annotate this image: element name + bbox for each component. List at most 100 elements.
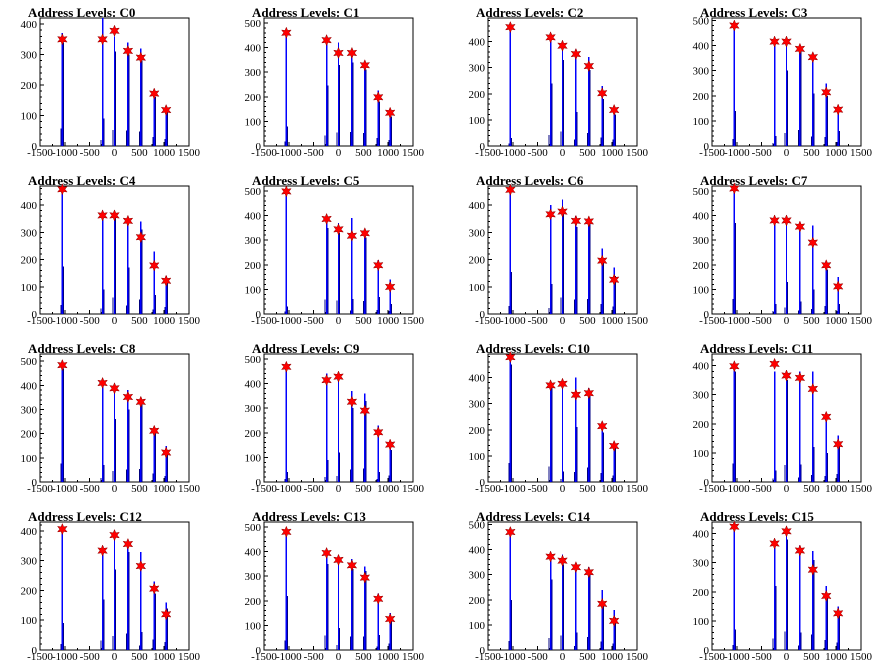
peak-marker	[505, 183, 516, 196]
chart-plot: 0 100 200 300 400 500 -1500 -1000 -500 0 500 1000 15…	[693, 182, 873, 327]
x-tick-label: 500	[579, 483, 596, 495]
y-tick-label: 300	[21, 556, 38, 568]
peak-marker	[794, 371, 806, 385]
peak-marker	[608, 614, 620, 628]
x-tick-label: -500	[80, 651, 101, 663]
peak-marker	[557, 554, 568, 567]
chart-plot: 0 100 200 300 400 -1500 -1000 -500 0 500 1000 1500	[469, 17, 649, 159]
y-tick-label: 400	[469, 200, 486, 212]
peak-marker	[148, 87, 160, 100]
x-tick-label: -1500	[699, 483, 725, 495]
x-tick-label: -1000	[724, 315, 750, 327]
x-tick-label: 500	[579, 147, 596, 159]
peak-marker	[57, 33, 68, 46]
y-tick-label: 400	[21, 19, 38, 31]
y-tick-label: 200	[21, 255, 38, 267]
chart-panel-8: Address Levels: C8 0 100 200 300 400 500 -1500-…	[0, 336, 224, 504]
peak-marker	[109, 382, 120, 395]
x-tick-label: -1000	[500, 483, 526, 495]
y-tick-label: 100	[245, 116, 262, 128]
y-tick-label: 0	[256, 477, 262, 489]
x-tick-label: 0	[784, 483, 790, 495]
peak-marker	[832, 438, 844, 451]
peak-marker	[160, 103, 172, 117]
peak-marker	[769, 35, 780, 48]
chart-title: Address Levels: C1	[252, 5, 360, 20]
y-tick-label: 300	[469, 399, 486, 411]
y-tick-label: 500	[693, 16, 710, 28]
y-tick-label: 200	[469, 255, 486, 267]
peak-marker	[384, 438, 396, 451]
x-tick-label: -1500	[475, 651, 501, 663]
x-tick-label: 1000	[377, 147, 400, 159]
y-tick-label: 400	[693, 529, 710, 541]
chart-plot: 0 100 200 300 400 -1500 -1000 -500 0 500 1000 1500	[21, 183, 201, 327]
x-tick-label: 1500	[402, 147, 425, 159]
chart-panel-15: Address Levels: C15 0 100 200 300 400 -1500 -10…	[672, 504, 896, 672]
x-tick-label: -500	[80, 147, 101, 159]
peak-marker	[807, 563, 819, 576]
y-tick-label: 400	[245, 211, 262, 223]
y-tick-label: 0	[704, 645, 710, 657]
x-tick-label: -500	[528, 147, 549, 159]
chart-title: Address Levels: C2	[476, 5, 584, 20]
peak-marker	[148, 424, 160, 437]
chart-panel-2: Address Levels: C2 0 100 200 300 400 -1500 -100…	[448, 0, 672, 168]
x-tick-label: -1500	[251, 147, 277, 159]
peak-marker	[729, 360, 740, 373]
peak-marker	[346, 395, 358, 408]
x-tick-label: -500	[80, 315, 101, 327]
peak-marker	[596, 419, 608, 433]
chart-plot: 0 100 200 300 400 -1500 -1000 -500 0 500 1000 1500	[469, 350, 649, 495]
chart-panel-4: Address Levels: C4 0 100 200 300 400 -1500 -100…	[0, 168, 224, 336]
y-tick-label: 400	[21, 200, 38, 212]
x-tick-label: -1000	[276, 147, 302, 159]
peak-marker	[281, 185, 292, 198]
peak-marker	[384, 280, 396, 294]
peak-marker	[333, 553, 344, 567]
x-tick-label: -1000	[500, 315, 526, 327]
x-tick-label: -500	[752, 315, 773, 327]
x-tick-label: 0	[336, 315, 342, 327]
x-tick-label: -1000	[724, 147, 750, 159]
y-tick-label: 300	[21, 227, 38, 239]
x-tick-label: 1500	[850, 147, 873, 159]
y-tick-label: 0	[480, 309, 486, 321]
peak-marker	[505, 20, 516, 34]
peak-marker	[281, 360, 292, 373]
x-tick-label: 500	[355, 651, 372, 663]
peak-marker	[97, 33, 108, 46]
peak-marker	[769, 357, 780, 371]
chart-title: Address Levels: C3	[700, 5, 808, 20]
chart-plot: 0 100 200 300 400 500 -1500 -1000 -500 0 500 1000 15…	[245, 353, 425, 495]
chart-panel-7: Address Levels: C7 0 100 200 300 400 500 -1500-…	[672, 168, 896, 336]
y-tick-label: 0	[704, 141, 710, 153]
x-tick-label: -500	[304, 483, 325, 495]
y-tick-label: 400	[245, 379, 262, 391]
peak-marker	[281, 26, 292, 39]
x-tick-label: 1500	[850, 483, 873, 495]
y-tick-label: 400	[469, 373, 486, 385]
x-tick-label: 1500	[178, 651, 201, 663]
y-tick-label: 100	[469, 115, 486, 127]
y-tick-label: 500	[469, 520, 486, 532]
peak-marker	[781, 525, 792, 538]
x-tick-label: -1000	[276, 315, 302, 327]
x-tick-label: 1500	[626, 147, 649, 159]
x-tick-label: 1000	[377, 483, 400, 495]
y-tick-label: 0	[480, 141, 486, 153]
chart-panel-0: Address Levels: C0 0 100 200 300 400 -1500 -100…	[0, 0, 224, 168]
x-tick-label: 0	[112, 147, 118, 159]
x-tick-label: 0	[560, 315, 566, 327]
x-tick-label: 1500	[626, 651, 649, 663]
x-tick-label: 0	[112, 483, 118, 495]
x-tick-label: -1500	[27, 483, 53, 495]
x-tick-label: 500	[131, 651, 148, 663]
y-tick-label: 200	[469, 89, 486, 101]
chart-title: Address Levels: C7	[700, 173, 808, 188]
y-tick-label: 100	[21, 111, 38, 123]
chart-title: Address Levels: C5	[252, 173, 360, 188]
y-tick-label: 200	[693, 587, 710, 599]
x-tick-label: -1500	[27, 315, 53, 327]
y-tick-label: 400	[693, 361, 710, 373]
